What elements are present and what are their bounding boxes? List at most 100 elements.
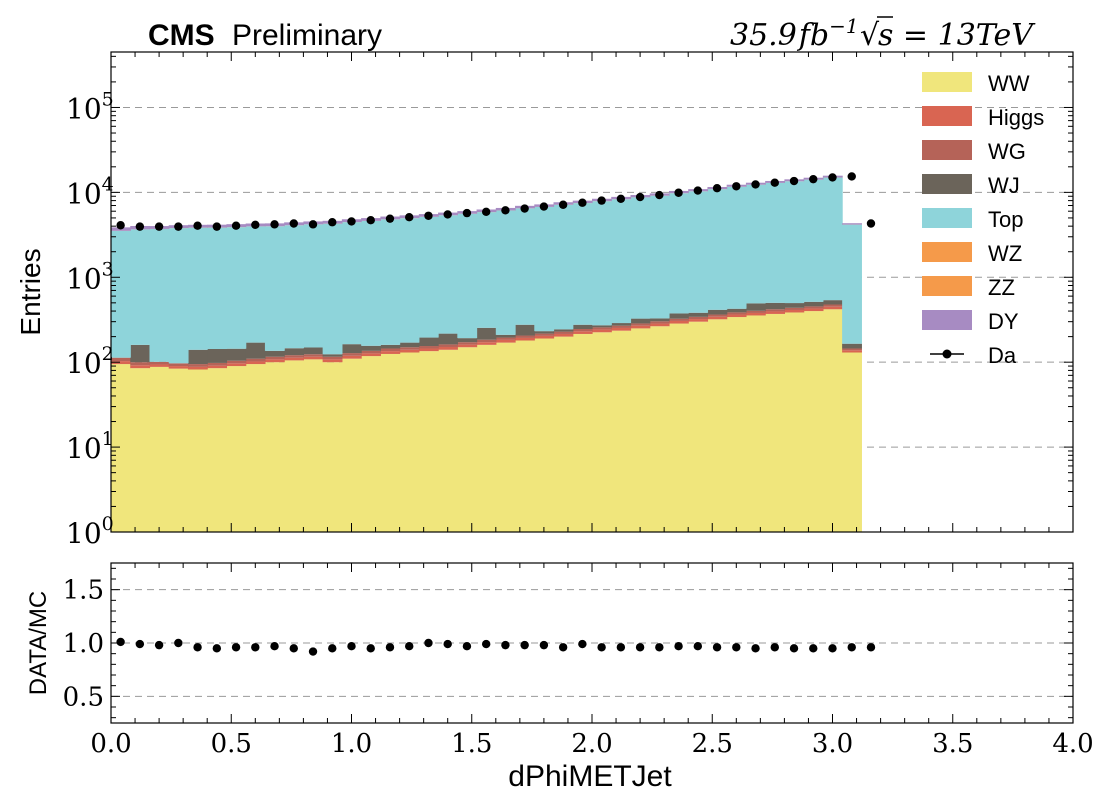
bar-wg [111, 357, 131, 362]
bar-wj [418, 337, 439, 347]
legend-item-zz: ZZ [922, 275, 1015, 300]
bar-higgs [784, 309, 805, 313]
bar-higgs [207, 365, 228, 369]
top-y-tick-label: 105 [66, 88, 114, 125]
bar-top [149, 229, 170, 362]
bar-wj [803, 301, 824, 307]
bar-ww [264, 362, 285, 532]
bar-higgs [842, 350, 862, 353]
bar-wj [476, 327, 497, 340]
x-tick-label: 1.5 [451, 729, 492, 759]
bar-wg [707, 314, 728, 317]
bar-top [361, 220, 381, 346]
bottom-grid [111, 589, 1073, 697]
bar-higgs [226, 363, 247, 367]
bar-ww [553, 336, 574, 532]
bar-top [438, 215, 458, 334]
bar-wg [226, 360, 247, 364]
bar-wg [438, 344, 458, 347]
top-y-tick-labels: 100 101 102 103 104 105 [66, 88, 114, 550]
legend-swatch [922, 140, 972, 160]
top-y-tick-label: 101 [66, 428, 114, 465]
data-point [154, 222, 164, 231]
data-point [251, 220, 260, 230]
data-point [520, 204, 529, 213]
bar-wg [168, 363, 189, 367]
bar-wj [707, 309, 728, 315]
bar-wj [534, 331, 555, 334]
bar-ww [611, 330, 632, 532]
preliminary-label: Preliminary [232, 19, 382, 52]
ratio-point [443, 639, 452, 649]
bar-top [630, 197, 651, 319]
data-point [347, 217, 356, 226]
ratio-point [847, 643, 856, 652]
legend-item-wz: WZ [922, 241, 1022, 266]
ratio-points [116, 637, 876, 656]
data-point [597, 196, 606, 205]
bar-higgs [765, 311, 785, 314]
legend-label: Top [988, 207, 1023, 232]
bar-top [399, 218, 420, 343]
bar-higgs [553, 333, 574, 337]
bar-wj [457, 338, 478, 343]
bar-wj [130, 344, 151, 363]
bar-wj [361, 345, 381, 351]
legend-swatch [922, 72, 972, 92]
bar-wj [784, 303, 805, 308]
bar-top [457, 213, 478, 339]
data-point [674, 188, 683, 197]
data-point [231, 221, 241, 230]
bar-wg [592, 327, 612, 330]
bar-wj [765, 302, 785, 310]
bar-top [842, 224, 862, 344]
bar-ww [130, 368, 151, 532]
data-point [289, 219, 298, 228]
bar-wj [245, 342, 266, 359]
legend-label: DY [988, 309, 1019, 334]
bar-higgs [611, 327, 632, 331]
bar-wj [822, 300, 843, 305]
top-ticks [110, 52, 1074, 533]
data-point [751, 180, 760, 189]
bar-ww [765, 313, 785, 532]
lumi-value: 35.9fb−1 [730, 14, 859, 53]
bar-wj [341, 344, 362, 354]
x-tick-label: 3.0 [812, 729, 853, 759]
bar-ww [592, 332, 612, 532]
ratio-point [520, 640, 529, 650]
data-point [578, 198, 587, 207]
bar-higgs [361, 353, 381, 357]
ratio-point [251, 643, 260, 652]
top-y-tick-label: 102 [66, 343, 114, 380]
bar-wj [688, 312, 709, 317]
data-point [809, 174, 818, 184]
legend-swatch [922, 242, 972, 262]
ratio-point [116, 637, 125, 647]
ratio-point [616, 643, 626, 652]
ratio-point [289, 644, 298, 653]
legend: WW Higgs WG WJ Top WZ ZZ DY Da [922, 71, 1044, 368]
data-point [866, 219, 876, 228]
ratio-point [751, 644, 760, 653]
bar-wg [418, 346, 439, 349]
bar-ww [226, 366, 247, 532]
bar-ww [207, 368, 228, 532]
bar-top [745, 184, 766, 304]
bar-ww [380, 353, 401, 532]
bar-top [495, 210, 516, 335]
ratio-point [578, 639, 587, 649]
ratio-point [635, 643, 645, 652]
bottom-y-tick-label: 1.5 [63, 576, 104, 606]
legend-marker [942, 349, 952, 359]
legend-swatch [922, 208, 972, 228]
ratio-point [558, 643, 568, 652]
legend-label: ZZ [988, 275, 1015, 300]
series-wg [111, 304, 862, 367]
bar-wj [630, 318, 651, 324]
ratio-point [693, 642, 703, 651]
bar-top [322, 223, 343, 355]
bar-wg [572, 328, 593, 332]
bar-wj [592, 325, 612, 328]
bar-wg [245, 358, 266, 362]
